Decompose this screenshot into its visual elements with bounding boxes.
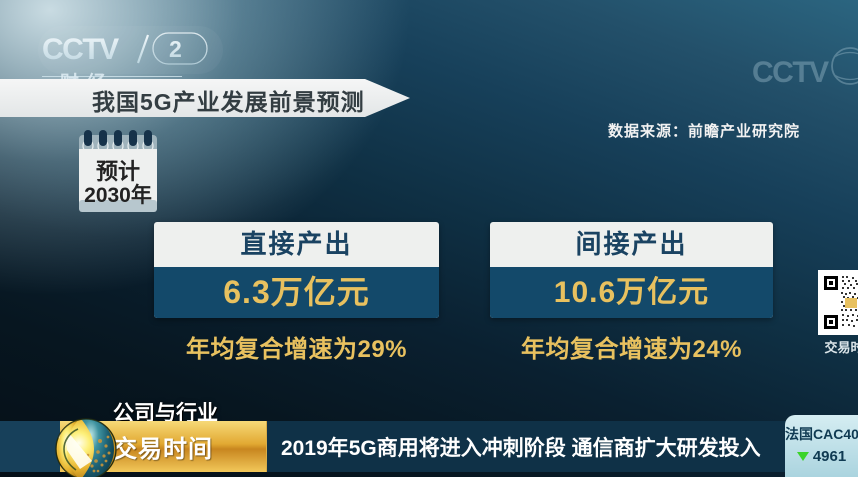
svg-text:CCTV: CCTV [752,56,829,89]
svg-text:2030年: 2030年 [84,183,152,207]
svg-text:预计: 预计 [96,159,140,184]
svg-text:CCTV: CCTV [42,33,119,66]
svg-text:2: 2 [169,36,182,62]
